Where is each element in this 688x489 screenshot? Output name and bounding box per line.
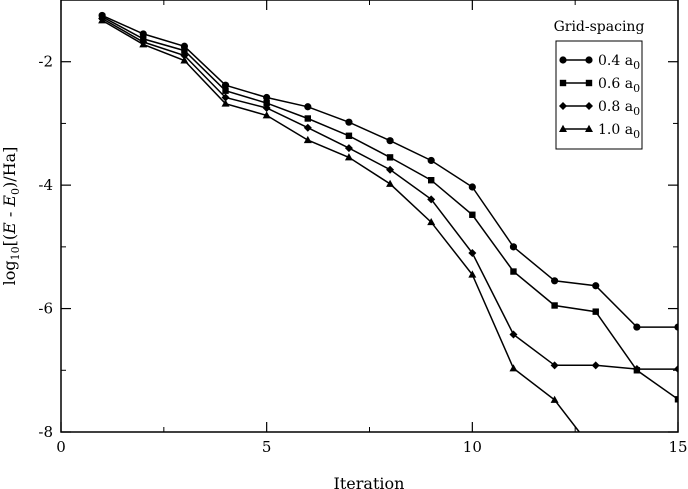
legend-marker — [559, 79, 567, 87]
legend-marker — [559, 56, 567, 64]
series-3 — [98, 14, 678, 374]
data-point — [551, 277, 559, 285]
legend-title: Grid-spacing — [554, 19, 645, 35]
legend-entry: 0.6 a0 — [559, 76, 640, 95]
data-point — [303, 135, 312, 144]
legend-marker — [559, 102, 567, 110]
data-point — [98, 16, 107, 24]
x-tick-label: 5 — [262, 438, 272, 456]
legend-marker — [585, 79, 593, 87]
data-point — [591, 361, 600, 370]
x-tick-label: 15 — [668, 438, 687, 456]
data-point — [509, 243, 518, 251]
data-point — [221, 81, 230, 89]
data-point — [180, 56, 189, 64]
data-point — [633, 323, 641, 331]
x-tick-label: 10 — [463, 438, 482, 456]
data-point — [510, 268, 517, 275]
data-point — [469, 211, 476, 218]
data-point — [509, 330, 518, 339]
data-point — [674, 323, 678, 331]
legend-label: 1.0 a0 — [598, 122, 640, 141]
legend-label: 0.6 a0 — [598, 76, 640, 95]
data-point — [468, 249, 477, 258]
y-axis-label: log10[(E - E0)/Ha] — [0, 147, 22, 286]
data-point — [344, 153, 353, 161]
legend-marker — [585, 56, 593, 64]
ticks-layer: 0 5 10 15 -8 -6 -4 -2 — [38, 0, 688, 456]
legend-entry: 1.0 a0 — [559, 122, 640, 141]
data-point — [386, 179, 395, 187]
legend-label: 0.4 a0 — [598, 53, 640, 72]
data-point — [427, 195, 436, 204]
data-point — [139, 40, 148, 48]
data-point — [180, 51, 189, 60]
data-point — [304, 115, 311, 122]
data-point — [592, 282, 600, 290]
data-point — [550, 395, 559, 403]
data-point — [303, 123, 312, 132]
y-tick-label: -8 — [38, 423, 53, 441]
data-point — [427, 156, 435, 165]
legend-marker — [585, 124, 593, 132]
y-tick-label: -6 — [38, 300, 53, 318]
data-point — [592, 308, 599, 315]
data-point — [551, 302, 558, 309]
data-point — [304, 103, 312, 111]
series-layer — [98, 11, 678, 432]
data-point — [262, 104, 271, 112]
data-point — [263, 99, 270, 107]
legend-box — [555, 40, 643, 150]
data-point — [221, 99, 230, 107]
y-tick-label: -2 — [38, 53, 53, 71]
data-point — [221, 93, 230, 102]
data-point — [344, 144, 353, 153]
legend-entry: 0.8 a0 — [559, 99, 640, 118]
y-tick-label: -4 — [38, 176, 53, 194]
data-point — [263, 93, 271, 102]
data-point — [386, 137, 394, 145]
data-point — [468, 270, 477, 278]
legend-entries: 0.4 a0 0.6 a0 0.8 a0 1.0 a0 — [559, 53, 640, 141]
series-line — [101, 19, 580, 432]
data-point — [550, 361, 559, 370]
data-point — [181, 47, 188, 54]
data-point — [222, 87, 229, 94]
data-point — [345, 118, 353, 126]
x-axis-label: Iteration — [334, 474, 405, 489]
data-point — [345, 132, 353, 139]
data-point — [428, 177, 435, 184]
legend-marker — [559, 124, 567, 132]
data-point — [468, 183, 476, 191]
legend-label: 0.8 a0 — [598, 99, 640, 118]
series-4 — [98, 16, 580, 432]
x-tick-label: 0 — [56, 438, 66, 456]
data-point — [262, 111, 271, 119]
data-point — [674, 396, 678, 403]
legend-entry: 0.4 a0 — [559, 53, 640, 72]
data-point — [386, 165, 395, 174]
series-1 — [98, 11, 678, 331]
data-point — [509, 364, 518, 372]
data-point — [674, 365, 678, 374]
data-point — [386, 154, 394, 161]
data-point — [427, 217, 436, 226]
legend-marker — [585, 102, 593, 110]
data-point — [632, 365, 641, 374]
